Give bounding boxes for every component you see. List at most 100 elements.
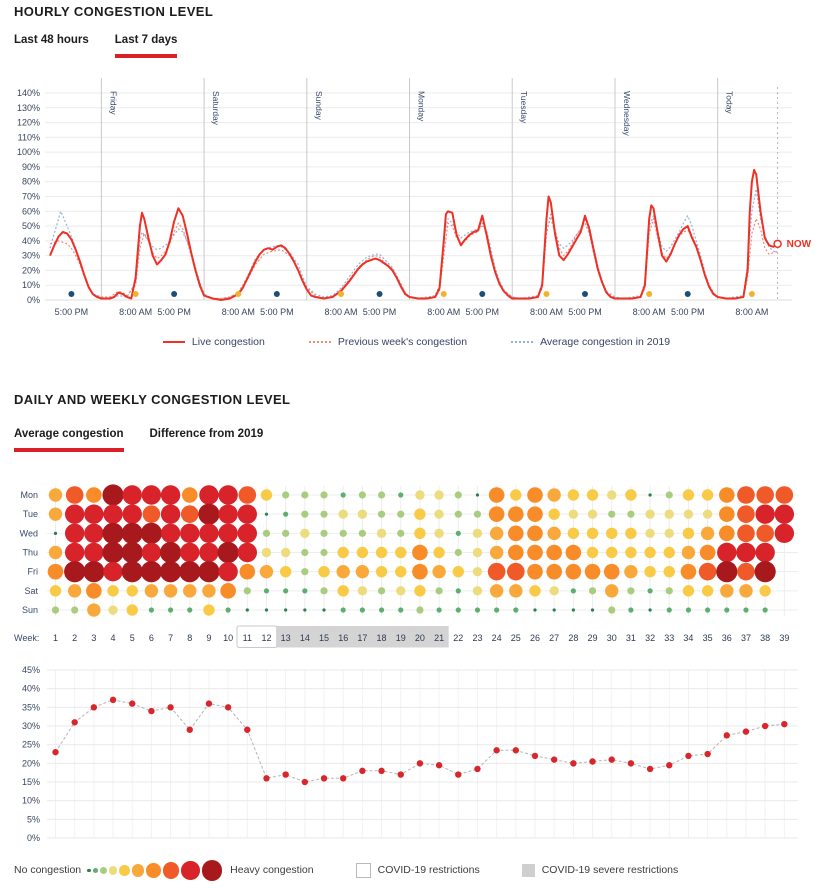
congestion-bubble: [664, 528, 674, 539]
week-number: 28: [568, 633, 578, 643]
congestion-bubble: [743, 607, 749, 613]
tab-average-congestion[interactable]: Average congestion: [14, 428, 124, 452]
congestion-bubble: [398, 492, 404, 498]
weekly-trend-line: [55, 699, 785, 783]
x-axis-label: 5:00 PM: [157, 307, 191, 317]
x-axis-label: 5:00 PM: [568, 307, 602, 317]
congestion-bubble: [472, 528, 483, 539]
congestion-bubble: [627, 510, 635, 518]
congestion-bubble: [84, 542, 104, 563]
week-number: 23: [472, 633, 482, 643]
week-number: 15: [319, 633, 329, 643]
congestion-bubble: [301, 548, 309, 557]
tab-difference-from-2019[interactable]: Difference from 2019: [149, 428, 264, 440]
week-axis-title: Week:: [14, 633, 39, 643]
congestion-bubble: [217, 541, 239, 564]
week-number: 10: [223, 633, 233, 643]
legend-swatch: [162, 341, 185, 343]
hourly-section-title: HOURLY CONGESTION LEVEL: [14, 4, 214, 19]
congestion-bubble: [340, 607, 346, 613]
y-axis-label: 15%: [22, 777, 40, 787]
congestion-bubble: [680, 563, 697, 580]
y-axis-label: 110%: [18, 132, 40, 142]
congestion-bubble: [487, 562, 506, 581]
weekly-data-point: [570, 760, 577, 767]
congestion-bubble: [395, 565, 407, 578]
congestion-bubble: [357, 509, 368, 519]
week-number: 27: [549, 633, 559, 643]
congestion-bubble: [625, 489, 637, 501]
week-number: 11: [243, 633, 252, 643]
congestion-bubble: [547, 526, 561, 541]
y-axis-label: 20%: [22, 265, 40, 275]
y-axis-label: 30%: [22, 721, 40, 731]
congestion-bubble: [300, 528, 310, 539]
x-axis-label: 8:00 AM: [427, 307, 460, 317]
weekly-data-point: [205, 700, 213, 707]
congestion-bubble: [320, 548, 328, 557]
congestion-bubble: [587, 509, 598, 519]
congestion-bubble: [546, 563, 562, 580]
congestion-bubble: [259, 564, 274, 579]
congestion-bubble: [608, 510, 616, 518]
congestion-bubble: [507, 562, 525, 581]
weekly-data-point: [723, 732, 730, 739]
congestion-bubble: [737, 486, 755, 504]
congestion-bubble: [220, 583, 236, 599]
am-dot: [132, 291, 139, 297]
weekly-data-point: [608, 756, 615, 763]
weekly-congestion-line-chart: 0% 5% 10% 15% 20% 25% 30% 35% 40% 45%: [22, 665, 798, 843]
congestion-bubble: [488, 506, 505, 522]
congestion-bubble: [337, 546, 349, 559]
congestion-bubble: [665, 491, 673, 499]
weekly-data-point: [244, 726, 251, 733]
day-label: Monday: [417, 91, 427, 122]
covid-restrictions-label: COVID-19 restrictions: [377, 864, 480, 877]
congestion-bubble: [336, 564, 350, 579]
congestion-bubble: [664, 509, 674, 519]
congestion-bubble: [552, 608, 556, 612]
congestion-bubble: [103, 504, 123, 524]
congestion-bubble: [705, 607, 711, 613]
congestion-bubble: [282, 491, 290, 499]
congestion-bubble: [606, 546, 618, 559]
congestion-bubble: [455, 530, 461, 536]
week-number: 39: [779, 633, 789, 643]
congestion-bubble: [489, 545, 504, 560]
congestion-bubble: [218, 523, 238, 544]
congestion-bubble: [199, 542, 219, 563]
week-number: 33: [664, 633, 674, 643]
congestion-bubble: [472, 566, 483, 577]
congestion-bubble: [549, 586, 559, 596]
congestion-bubble: [605, 584, 619, 598]
congestion-bubble: [627, 587, 635, 595]
congestion-bubble: [607, 490, 617, 500]
congestion-bubble: [163, 584, 178, 598]
week-number: 21: [434, 633, 444, 643]
am-dot: [235, 291, 242, 297]
week-number: 4: [111, 633, 116, 643]
tab-last-48-hours[interactable]: Last 48 hours: [14, 34, 89, 46]
am-dot: [748, 291, 755, 297]
congestion-bubble: [121, 522, 143, 544]
weekly-data-point: [397, 771, 404, 778]
congestion-bubble: [238, 486, 257, 504]
congestion-bubble: [567, 489, 580, 501]
congestion-bubble: [510, 489, 522, 501]
weekly-data-point: [167, 704, 174, 711]
week-number: 1: [53, 633, 58, 643]
weekly-data-point: [704, 750, 711, 758]
congestion-bubble: [685, 607, 692, 613]
congestion-bubble: [377, 510, 386, 518]
congestion-bubble: [102, 522, 124, 544]
weekly-data-point: [761, 722, 769, 730]
tab-last-7-days[interactable]: Last 7 days: [114, 34, 177, 58]
congestion-bubble: [180, 523, 200, 544]
legend-item-1: Previous week's congestion: [308, 336, 467, 348]
congestion-bubble: [279, 565, 292, 578]
scale-dot-5: [131, 864, 145, 877]
congestion-bubble: [452, 565, 464, 578]
weekly-data-point: [263, 775, 270, 782]
congestion-bubble: [699, 544, 716, 561]
congestion-bubble: [717, 542, 737, 563]
